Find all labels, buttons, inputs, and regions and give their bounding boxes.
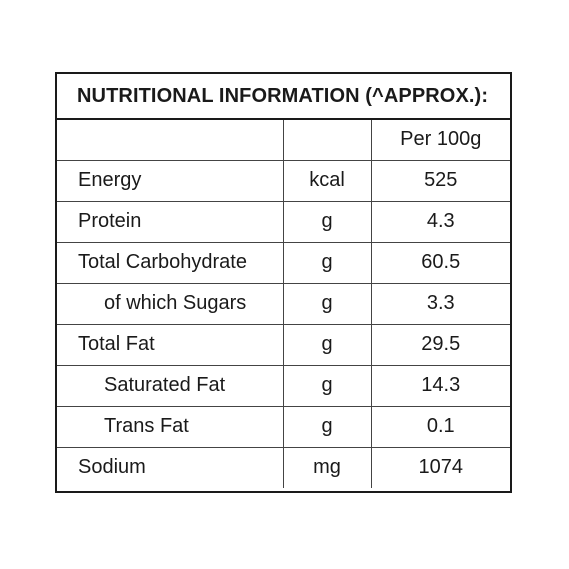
table-row-energy: Energy kcal 525: [57, 159, 510, 201]
nutrient-unit: g: [282, 282, 371, 324]
header-row: Per 100g: [57, 120, 510, 160]
nutrient-name: Energy: [57, 159, 283, 201]
nutrient-unit: kcal: [282, 159, 371, 201]
nutrient-unit: g: [282, 364, 371, 406]
table-row-protein: Protein g 4.3: [57, 200, 510, 242]
table-row-total-carbohydrate: Total Carbohydrate g 60.5: [57, 241, 510, 283]
nutrient-name: Trans Fat: [57, 405, 283, 447]
table-row-total-fat: Total Fat g 29.5: [57, 323, 510, 365]
table-row-saturated-fat: Saturated Fat g 14.3: [57, 364, 510, 406]
nutrient-unit: g: [282, 200, 371, 242]
nutrient-value: 525: [370, 159, 510, 201]
header-unit-cell: [282, 120, 371, 160]
nutrition-table: Per 100g Energy kcal 525 Protein g 4.3 T…: [57, 120, 510, 488]
nutrient-value: 4.3: [370, 200, 510, 242]
nutrition-title: NUTRITIONAL INFORMATION (^APPROX.):: [57, 74, 510, 120]
nutrient-name: of which Sugars: [57, 282, 283, 324]
nutrient-value: 0.1: [370, 405, 510, 447]
nutrient-value: 14.3: [370, 364, 510, 406]
header-name-cell: [57, 120, 283, 160]
table-row-sodium: Sodium mg 1074: [57, 446, 510, 488]
nutrient-value: 29.5: [370, 323, 510, 365]
nutrient-unit: g: [282, 241, 371, 283]
nutrient-value: 1074: [370, 446, 510, 488]
nutrient-name: Protein: [57, 200, 283, 242]
nutrient-unit: g: [282, 323, 371, 365]
nutrient-value: 3.3: [370, 282, 510, 324]
table-row-sugars: of which Sugars g 3.3: [57, 282, 510, 324]
header-value-cell: Per 100g: [370, 120, 510, 160]
nutrition-panel: NUTRITIONAL INFORMATION (^APPROX.): Per …: [55, 72, 512, 493]
nutrient-value: 60.5: [370, 241, 510, 283]
nutrient-name: Total Fat: [57, 323, 283, 365]
nutrient-name: Saturated Fat: [57, 364, 283, 406]
nutrient-unit: mg: [282, 446, 371, 488]
nutrient-unit: g: [282, 405, 371, 447]
nutrient-name: Total Carbohydrate: [57, 241, 283, 283]
nutrient-name: Sodium: [57, 446, 283, 488]
table-row-trans-fat: Trans Fat g 0.1: [57, 405, 510, 447]
